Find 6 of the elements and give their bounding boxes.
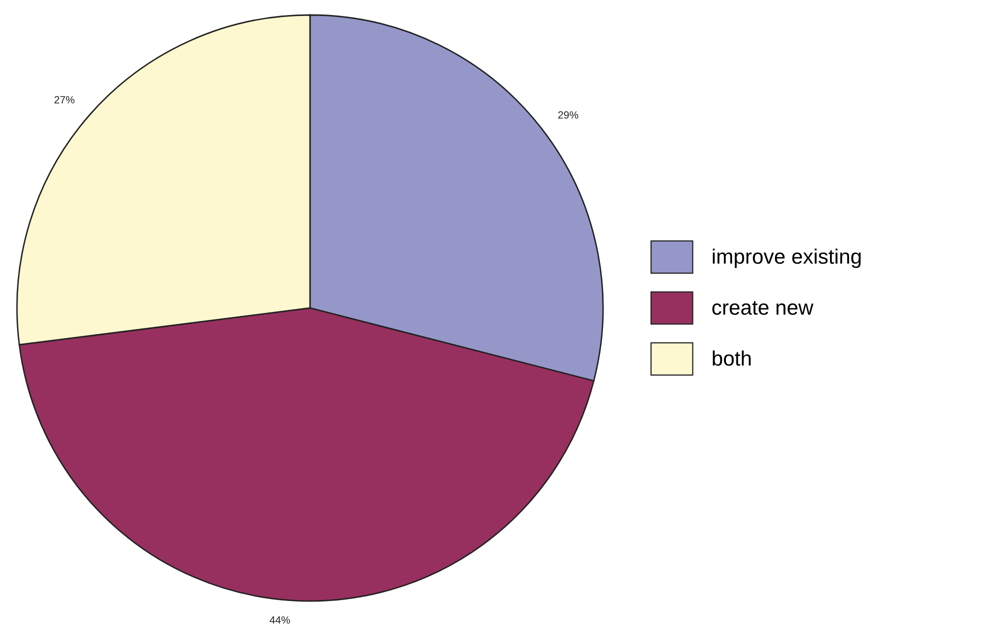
legend-label: create new bbox=[712, 301, 814, 315]
legend-label: both bbox=[712, 350, 751, 366]
data-label: 29% bbox=[558, 111, 578, 119]
data-label: 44% bbox=[270, 616, 290, 624]
data-label: 27% bbox=[54, 96, 74, 104]
legend-label: improve existing bbox=[712, 248, 861, 268]
